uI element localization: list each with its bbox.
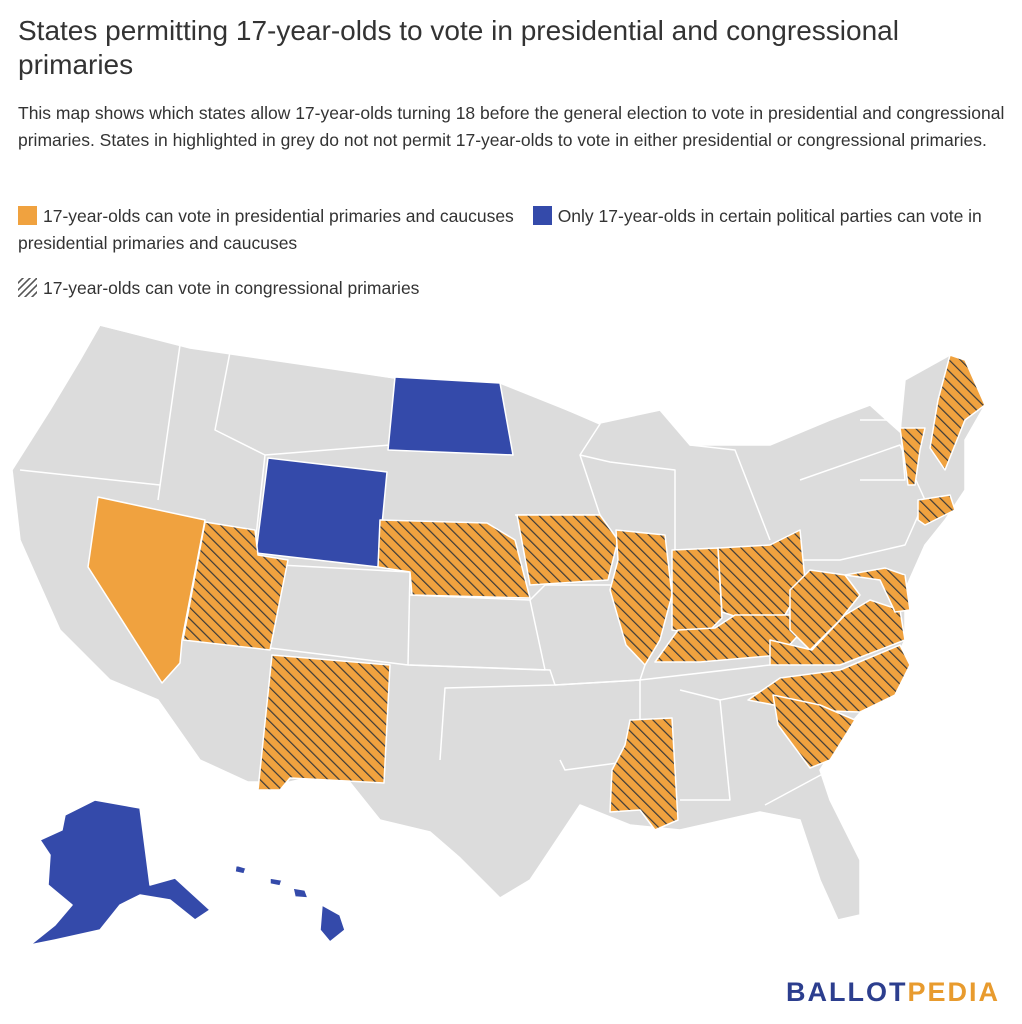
legend: 17-year-olds can vote in presidential pr… — [18, 203, 1008, 302]
legend-label-party-only: Only 17-year-olds in certain political p… — [18, 206, 982, 253]
legend-row-primary: 17-year-olds can vote in presidential pr… — [18, 203, 1008, 257]
state-illinois — [609, 529, 673, 666]
legend-row-hatch: 17-year-olds can vote in congressional p… — [18, 275, 1008, 302]
state-alaska — [29, 799, 211, 946]
legend-swatch-blue — [532, 206, 552, 225]
state-west-virginia — [789, 569, 861, 651]
state-nevada — [87, 496, 206, 684]
state-maine — [929, 354, 986, 471]
map-title: States permitting 17-year-olds to vote i… — [18, 15, 899, 80]
state-north-dakota — [387, 376, 514, 456]
legend-label-presidential: 17-year-olds can vote in presidential pr… — [43, 206, 514, 226]
state-nebraska — [377, 519, 531, 599]
us-map — [11, 324, 986, 946]
us-mainland — [11, 324, 986, 921]
state-hawaii — [234, 864, 346, 943]
state-connecticut — [917, 494, 956, 526]
ballotpedia-logo: BALLOTPEDIA — [785, 977, 1000, 1007]
state-indiana — [671, 547, 723, 636]
state-maryland-delaware — [844, 567, 911, 613]
state-iowa — [516, 514, 619, 586]
legend-label-congressional: 17-year-olds can vote in congressional p… — [43, 278, 420, 298]
state-wyoming — [255, 457, 388, 568]
legend-swatch-hatch — [18, 278, 37, 297]
map-subtitle: This map shows which states allow 17-yea… — [18, 103, 1005, 150]
state-vermont — [899, 427, 926, 486]
state-new-mexico — [257, 654, 391, 791]
state-mississippi — [609, 717, 679, 831]
state-south-carolina — [772, 694, 856, 769]
state-utah — [182, 521, 289, 651]
legend-swatch-orange — [18, 206, 37, 225]
